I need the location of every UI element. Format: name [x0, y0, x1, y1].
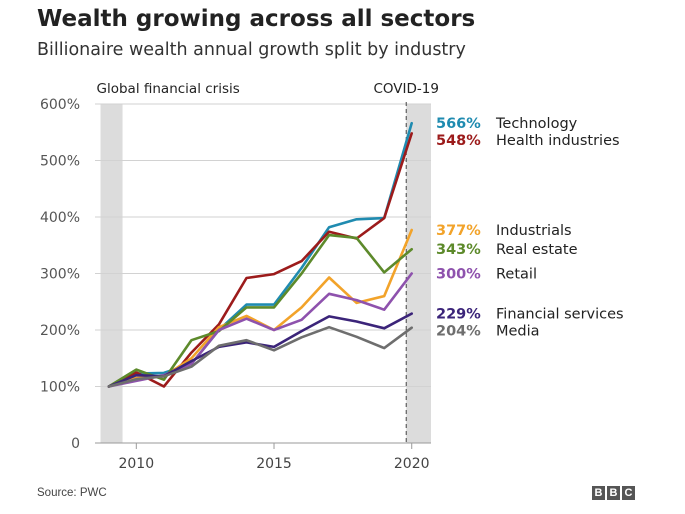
y-tick-label: 500% — [40, 154, 80, 170]
series-end-value: 300% — [436, 267, 481, 283]
bbc-logo-letter: B — [592, 486, 605, 500]
series-line — [107, 132, 414, 388]
shaded-region-label: Global financial crisis — [97, 81, 240, 97]
series-end-value: 229% — [436, 307, 481, 323]
bbc-logo: B B C — [592, 486, 635, 500]
chart-subtitle: Billionaire wealth annual growth split b… — [37, 40, 466, 60]
x-tick-label: 2020 — [394, 456, 430, 472]
y-tick-label: 200% — [40, 323, 80, 339]
series-line — [107, 233, 414, 388]
bbc-logo-letter: C — [622, 486, 635, 500]
y-tick-label: 100% — [40, 380, 80, 396]
series-name-label: Technology — [495, 116, 578, 132]
series-name-label: Financial services — [496, 307, 624, 323]
y-tick-label: 300% — [40, 267, 80, 283]
source-note: Source: PWC — [37, 487, 107, 499]
series-name-label: Retail — [496, 267, 537, 283]
bbc-logo-letter: B — [607, 486, 620, 500]
y-tick-label: 600% — [40, 97, 80, 113]
shaded-region-label: COVID-19 — [373, 81, 438, 97]
line-chart: Global financial crisis COVID-19 0 100% 200%… — [40, 81, 624, 472]
series-line — [107, 121, 414, 388]
series-name-label: Real estate — [496, 242, 578, 258]
y-tick-label: 0 — [71, 436, 80, 452]
x-tick-label: 2010 — [118, 456, 154, 472]
series-end-value: 548% — [436, 133, 481, 149]
series-end-value: 566% — [436, 116, 481, 132]
series-name-label: Health industries — [496, 133, 620, 149]
series-line — [107, 325, 414, 388]
series-name-label: Industrials — [496, 223, 572, 239]
y-tick-label: 400% — [40, 210, 80, 226]
chart-title: Wealth growing across all sectors — [37, 6, 476, 32]
series-name-label: Media — [496, 324, 540, 340]
series-end-value: 377% — [436, 223, 481, 239]
x-tick-label: 2015 — [256, 456, 292, 472]
series-end-value: 204% — [436, 324, 481, 340]
series-end-value: 343% — [436, 242, 481, 258]
